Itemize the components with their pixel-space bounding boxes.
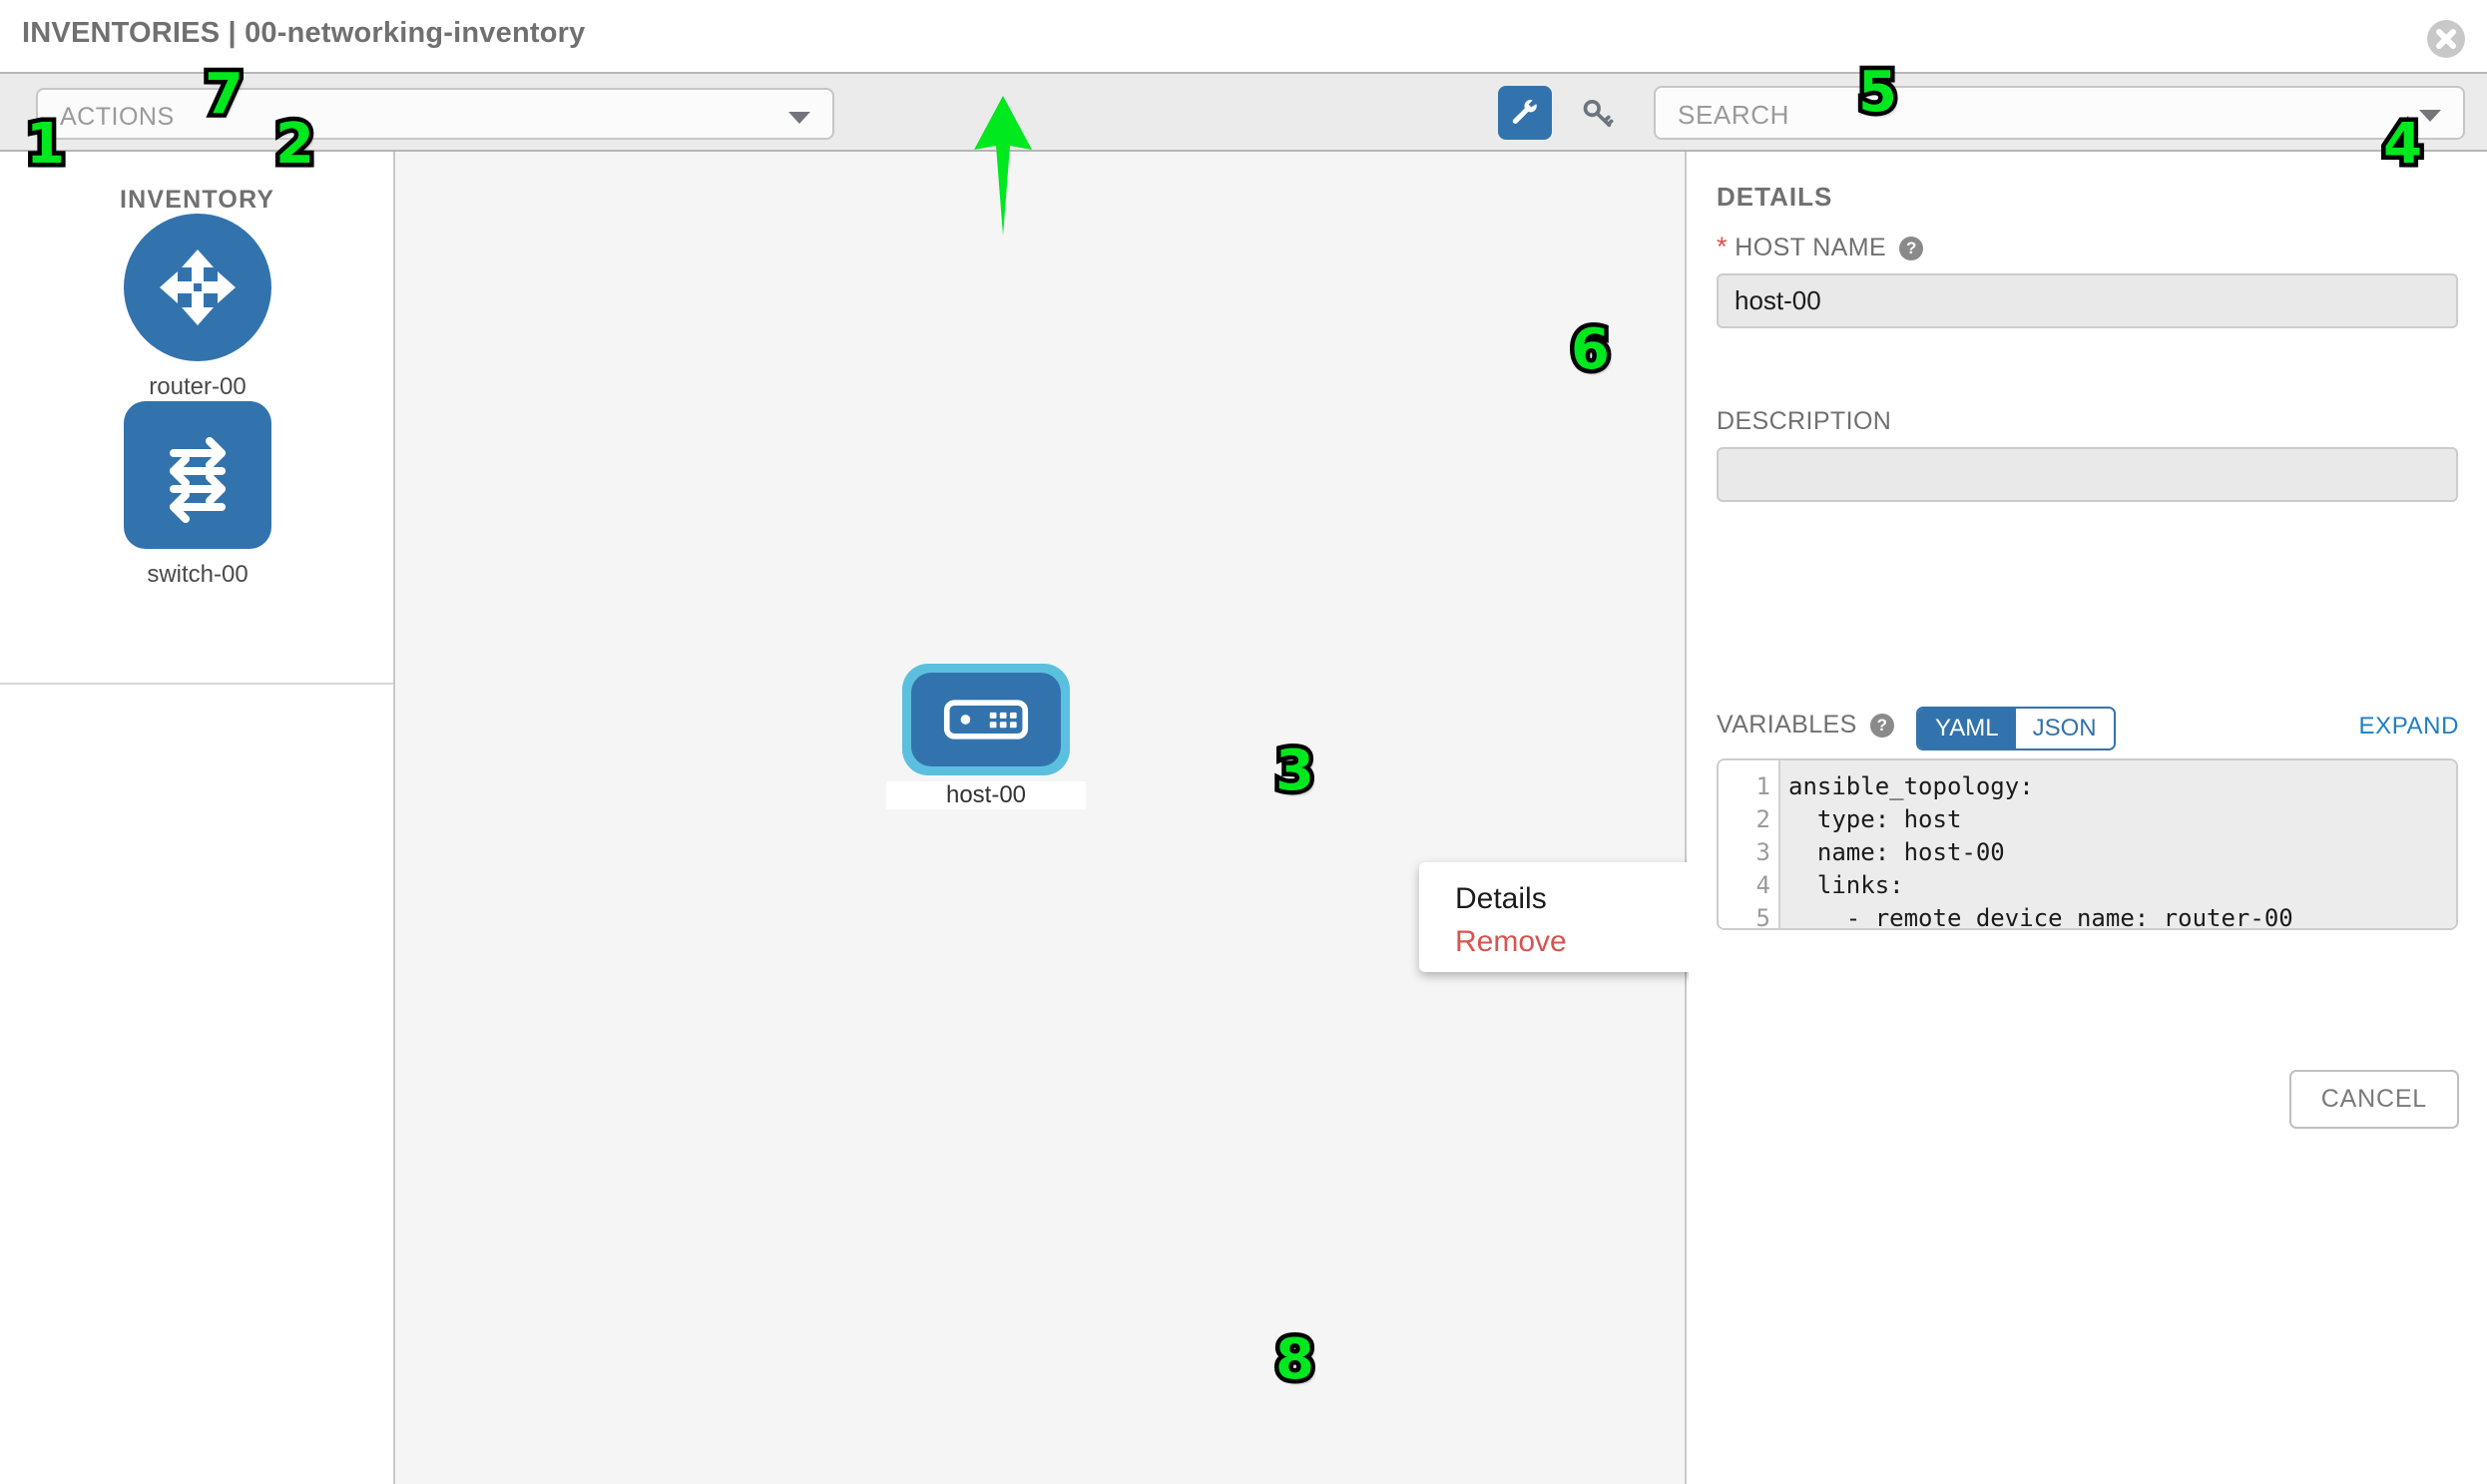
code-line: ansible_topology: bbox=[1788, 772, 2034, 800]
help-icon[interactable]: ? bbox=[1899, 237, 1924, 261]
details-panel: DETAILS * HOST NAME ? host-00 DESCRIPTIO… bbox=[1689, 152, 2487, 1484]
topology-node-host[interactable]: host-00 bbox=[886, 664, 1086, 809]
cancel-button[interactable]: CANCEL bbox=[2288, 1070, 2459, 1129]
actions-dropdown[interactable]: ACTIONS bbox=[36, 88, 834, 140]
title-bar: INVENTORIES | 00-networking-inventory bbox=[0, 0, 2487, 72]
variables-label: VARIABLES ? bbox=[1717, 711, 1895, 740]
inventory-item-router[interactable]: router-00 bbox=[0, 214, 395, 401]
inventory-item-label: switch-00 bbox=[147, 561, 249, 588]
code-line: type: host bbox=[1788, 805, 1962, 833]
format-yaml-option[interactable]: YAML bbox=[1918, 709, 2016, 748]
server-icon bbox=[943, 700, 1029, 740]
search-placeholder: SEARCH bbox=[1678, 100, 1789, 130]
variables-code-editor[interactable]: 1 2 3 4 5 6 7 ansible_topology: type: ho… bbox=[1717, 758, 2458, 930]
description-label: DESCRIPTION bbox=[1717, 407, 1892, 435]
node-label: host-00 bbox=[886, 781, 1086, 809]
topology-canvas[interactable]: host-00 Details Remove bbox=[395, 152, 1743, 1484]
context-menu-item-remove[interactable]: Remove bbox=[1455, 924, 1567, 958]
variables-format-toggle[interactable]: YAML JSON bbox=[1916, 707, 2116, 750]
format-json-option[interactable]: JSON bbox=[2015, 709, 2114, 748]
host-name-label-text: HOST NAME bbox=[1735, 234, 1887, 261]
page-title: INVENTORIES | 00-networking-inventory bbox=[22, 17, 586, 49]
code-line: links: bbox=[1788, 871, 1904, 899]
inventory-item-label: router-00 bbox=[149, 373, 247, 400]
actions-dropdown-label: ACTIONS bbox=[60, 103, 175, 131]
expand-link[interactable]: EXPAND bbox=[2358, 713, 2459, 740]
key-icon[interactable] bbox=[1575, 90, 1621, 136]
chevron-down-icon[interactable] bbox=[2419, 110, 2441, 122]
host-name-label: * HOST NAME ? bbox=[1717, 232, 1924, 262]
help-icon[interactable]: ? bbox=[1870, 714, 1895, 739]
line-number: 2 bbox=[1755, 805, 1770, 833]
close-icon[interactable] bbox=[2427, 20, 2465, 58]
wrench-icon[interactable] bbox=[1498, 86, 1552, 140]
variables-label-text: VARIABLES bbox=[1717, 711, 1857, 739]
node-body[interactable] bbox=[911, 673, 1061, 766]
main-body: INVENTORY router-00 bbox=[0, 152, 2487, 1484]
code-line: name: host-00 bbox=[1788, 838, 2005, 866]
router-icon bbox=[124, 214, 271, 361]
inventory-divider bbox=[0, 683, 393, 685]
line-number: 4 bbox=[1755, 871, 1770, 899]
search-input[interactable]: SEARCH bbox=[1654, 86, 2465, 140]
switch-icon bbox=[124, 401, 271, 549]
host-name-field[interactable]: host-00 bbox=[1717, 273, 2458, 328]
line-number: 3 bbox=[1755, 838, 1770, 866]
inventory-heading: INVENTORY bbox=[120, 186, 275, 214]
inventory-panel: INVENTORY router-00 bbox=[0, 152, 395, 1484]
details-heading: DETAILS bbox=[1717, 182, 1833, 212]
line-number: 1 bbox=[1755, 772, 1770, 800]
editor-gutter: 1 2 3 4 5 6 7 bbox=[1719, 760, 1780, 928]
code-line: - remote_device_name: router-00 bbox=[1788, 904, 2293, 928]
editor-code[interactable]: ansible_topology: type: host name: host-… bbox=[1780, 760, 2456, 928]
inventory-item-switch[interactable]: switch-00 bbox=[0, 401, 395, 589]
required-marker: * bbox=[1717, 232, 1728, 261]
line-number: 5 bbox=[1755, 904, 1770, 930]
description-field[interactable] bbox=[1717, 447, 2458, 502]
chevron-down-icon bbox=[788, 112, 810, 124]
context-menu-item-details[interactable]: Details bbox=[1455, 882, 1547, 915]
